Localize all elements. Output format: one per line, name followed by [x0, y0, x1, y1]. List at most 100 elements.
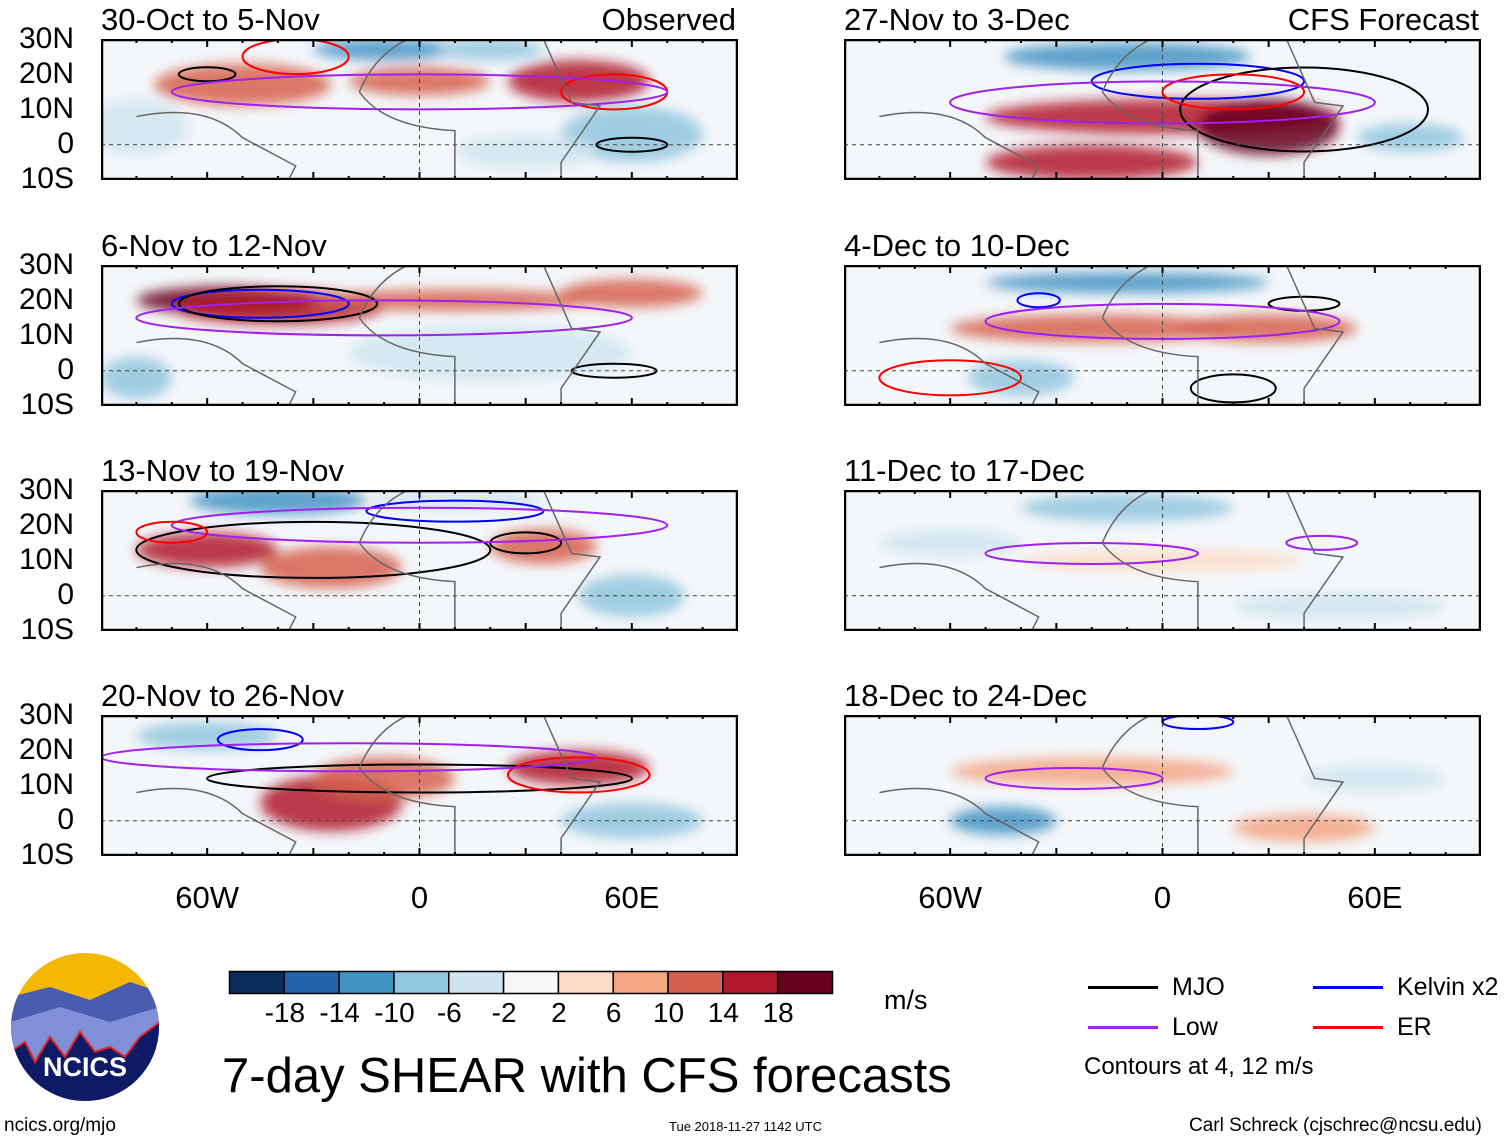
- colorbar-swatch: [612, 970, 669, 995]
- wave-contour: [177, 66, 237, 83]
- wave-contour: [1161, 73, 1306, 111]
- colorbar-swatch: [722, 970, 779, 995]
- shear-anomaly-shade: [490, 528, 597, 564]
- shear-anomaly-shade: [879, 528, 1021, 557]
- wave-contour: [1090, 62, 1306, 100]
- x-tick-label: 0: [1153, 880, 1172, 915]
- x-tick-label: 60E: [1347, 880, 1403, 915]
- shear-anomaly-shade: [950, 757, 1234, 786]
- colorbar-label: -10: [374, 997, 415, 1028]
- map-panel: [101, 39, 738, 180]
- map-panel: [101, 490, 738, 631]
- y-tick-label: 10S: [20, 388, 74, 421]
- colorbar-swatch: [502, 970, 560, 995]
- shear-anomaly-shade: [1020, 493, 1234, 522]
- panel-title: 27-Nov to 3-Dec: [844, 2, 1070, 37]
- colorbar-swatch: [228, 970, 286, 995]
- shear-anomaly-shade: [154, 63, 332, 106]
- colorbar-swatch: [393, 970, 450, 995]
- y-tick-label: 20N: [18, 283, 74, 316]
- coastline: [136, 715, 602, 856]
- wave-contour: [1016, 292, 1061, 309]
- wave-contour: [595, 136, 669, 153]
- chart-title: 7-day SHEAR with CFS forecasts: [222, 1049, 952, 1103]
- coastline: [136, 490, 602, 631]
- coastline: [879, 715, 1345, 856]
- y-tick-label: 20N: [18, 508, 74, 541]
- shear-anomaly-shade: [950, 806, 1057, 835]
- colorbar-label: -2: [491, 997, 517, 1028]
- colorbar-label: -14: [319, 997, 360, 1028]
- wave-contour: [1179, 66, 1429, 153]
- y-tick-label: 0: [57, 353, 74, 386]
- map-panel: [101, 265, 738, 406]
- shear-anomaly-shade: [507, 60, 650, 103]
- y-tick-label: 10S: [20, 613, 74, 646]
- y-tick-label: 10N: [18, 92, 74, 125]
- colorbar-label: 10: [652, 997, 685, 1028]
- colorbar-swatch: [667, 970, 724, 995]
- panel-title: 20-Nov to 26-Nov: [101, 678, 344, 713]
- y-tick-label: 10N: [18, 318, 74, 351]
- coastline: [879, 265, 1345, 406]
- colorbar-label: 2: [551, 997, 567, 1028]
- column-label: Observed: [601, 2, 736, 37]
- shear-anomaly-shade: [454, 134, 597, 170]
- map-panel: [844, 39, 1481, 180]
- shear-anomaly-shade: [101, 356, 172, 399]
- y-tick-label: 20N: [18, 57, 74, 90]
- wave-contour: [506, 756, 651, 794]
- legend-label: Low: [1172, 1013, 1218, 1041]
- y-tick-label: 20N: [18, 733, 74, 766]
- y-tick-label: 30N: [18, 473, 74, 506]
- shear-anomaly-shade: [985, 272, 1269, 294]
- coastline: [136, 265, 602, 406]
- shear-anomaly-shade: [1197, 99, 1340, 156]
- footer-credit: Carl Schreck (cjschrec@ncsu.edu): [1189, 1115, 1482, 1136]
- panel-title: 13-Nov to 19-Nov: [101, 453, 344, 488]
- y-tick-label: 10S: [20, 162, 74, 195]
- x-tick-label: 60E: [604, 880, 660, 915]
- panel-title: 30-Oct to 5-Nov: [101, 2, 320, 37]
- map-panel: [844, 715, 1481, 856]
- map-panel: [101, 715, 738, 856]
- wave-contour: [984, 766, 1164, 790]
- wave-contour: [135, 299, 633, 337]
- wave-contour: [177, 285, 379, 323]
- wave-contour: [170, 288, 350, 319]
- panel-title: 11-Dec to 17-Dec: [844, 453, 1085, 488]
- x-tick-label: 60W: [918, 880, 983, 915]
- svg-text:NCICS: NCICS: [43, 1052, 127, 1082]
- ncics-logo: NCICS: [11, 953, 159, 1101]
- legend-swatch: [1088, 986, 1158, 989]
- y-tick-label: 0: [57, 803, 74, 836]
- shear-anomaly-shade: [1304, 764, 1446, 793]
- wave-contour: [1285, 534, 1359, 551]
- units-label: m/s: [884, 985, 928, 1015]
- shear-anomaly-shade: [561, 106, 703, 163]
- shear-anomaly-shade: [437, 39, 544, 61]
- shear-anomaly-shade: [1357, 123, 1464, 152]
- y-tick-label: 30N: [18, 22, 74, 55]
- wave-contour: [878, 359, 1022, 397]
- legend-label: Kelvin x2: [1397, 973, 1499, 1001]
- x-tick-label: 60W: [175, 880, 240, 915]
- wave-contour: [135, 520, 492, 579]
- colorbar-swatch: [776, 970, 834, 995]
- coastline: [879, 490, 1345, 631]
- x-tick-label: 0: [410, 880, 429, 915]
- colorbar-swatch: [283, 970, 340, 995]
- map-panel: [844, 265, 1481, 406]
- legend-swatch: [1088, 1026, 1158, 1029]
- colorbar: [228, 970, 834, 995]
- panel-title: 4-Dec to 10-Dec: [844, 228, 1070, 263]
- wave-contour: [101, 742, 598, 773]
- column-label: CFS Forecast: [1287, 2, 1479, 37]
- colorbar-swatch: [448, 970, 505, 995]
- shear-anomaly-shade: [985, 144, 1198, 180]
- colorbar-label: 6: [605, 997, 622, 1028]
- colorbar-swatch: [557, 970, 614, 995]
- colorbar-label: -6: [436, 997, 462, 1028]
- wave-contour: [216, 728, 304, 752]
